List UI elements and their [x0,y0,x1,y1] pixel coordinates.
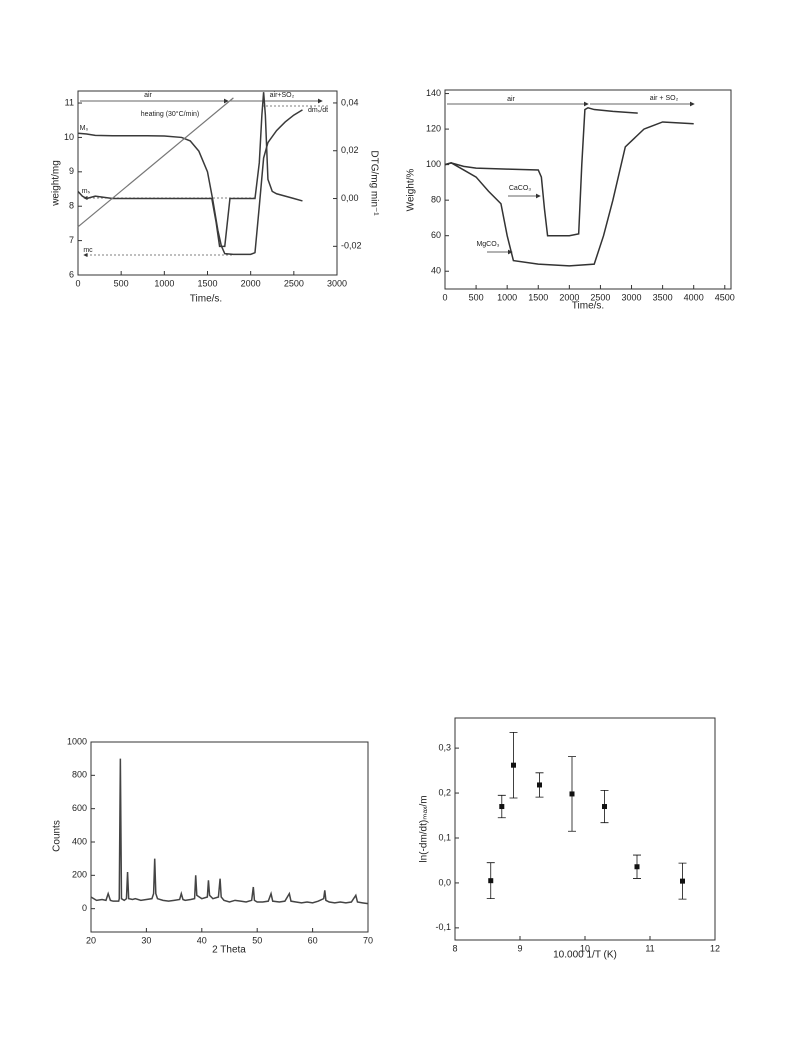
x-tick-label: 8 [452,943,457,953]
x-axis-label: 10.000 1/T (K) [553,950,617,961]
annotation: M₀ [80,125,89,132]
x-tick-label: 10 [580,943,590,953]
data-line [90,758,369,905]
y2-tick-label: -0,02 [341,241,362,251]
y-tick-label: 400 [72,836,87,846]
y2-tick-label: 0,00 [341,193,359,203]
annotation: heating (30°C/min) [141,110,199,118]
annotation: air [507,96,515,103]
y2-tick-label: 0,02 [341,145,359,155]
annotation: dmₛ/dt [308,107,328,114]
data-point [680,878,685,884]
y-tick-label: 800 [72,770,87,780]
data-point [511,762,516,768]
y-tick-label: 60 [431,230,441,240]
data-point [569,791,575,797]
data-point [488,878,494,884]
x-tick-label: 20 [86,935,96,945]
x-tick-label: 2000 [559,292,579,302]
y-tick-label: 600 [72,803,87,813]
y-axis-label: ln(-dm/dt)ₘₐₓ/m [419,795,430,862]
annotation: air + SO₂ [650,95,679,102]
x-tick-label: 4000 [684,292,704,302]
x-tick-label: 1000 [154,278,174,288]
y-tick-label: 0,2 [438,787,451,797]
x-tick-label: 70 [363,935,373,945]
x-tick-label: 0 [442,292,447,302]
plot-frame [444,89,732,290]
x-tick-label: 12 [710,943,720,953]
x-tick-label: 3000 [622,292,642,302]
y-tick-label: 10 [64,132,74,142]
annotation: CaCO₃ [509,185,531,192]
y-tick-label: 80 [431,195,441,205]
y-tick-label: 11 [65,97,74,107]
x-tick-label: 3500 [653,292,673,302]
x-tick-label: 50 [252,935,262,945]
x-tick-label: 3000 [327,278,347,288]
x-tick-label: 2500 [590,292,610,302]
y-tick-label: 8 [69,201,74,211]
y-tick-label: -0,1 [435,922,451,932]
data-line [77,92,303,248]
data-line [444,121,694,267]
y-tick-label: 40 [431,266,441,276]
x-axis-label: 2 Theta [212,945,246,956]
y-tick-label: 1000 [67,736,87,746]
annotation: air+SO₂ [270,92,295,99]
x-tick-label: 40 [197,935,207,945]
x-tick-label: 60 [308,935,318,945]
data-point [634,864,640,870]
data-point [537,782,542,788]
y-tick-label: 9 [69,166,74,176]
x-tick-label: 500 [469,292,484,302]
x-tick-label: 1500 [528,292,548,302]
x-tick-label: 1000 [497,292,517,302]
x-tick-label: 30 [141,935,151,945]
annotation: mc [83,247,93,254]
y-tick-label: 0 [82,903,87,913]
x-tick-label: 9 [517,943,522,953]
x-tick-label: 500 [114,278,129,288]
x-tick-label: 2500 [284,278,304,288]
annotation: MgCO₃ [476,241,499,248]
data-point [499,804,505,810]
data-line [444,106,638,237]
x-tick-label: 4500 [715,292,735,302]
y-tick-label: 7 [69,235,74,245]
annotation: mₛ [82,188,91,195]
y-tick-label: 0,1 [438,832,451,842]
y-axis-label: Weight/% [406,169,417,212]
y-axis-label: weight/mg [51,160,62,207]
x-tick-label: 0 [75,278,80,288]
x-axis-label: Time/s. [190,294,222,305]
y-tick-label: 200 [72,870,87,880]
y-tick-label: 140 [426,88,441,98]
y2-tick-label: 0,04 [341,97,359,107]
y-tick-label: 6 [69,269,74,279]
annotation: air [144,92,152,99]
y-axis-label: Counts [52,820,63,852]
y-tick-label: 100 [426,159,441,169]
y2-axis-label: DTG/mg min⁻¹ [368,150,379,216]
data-point [602,804,607,810]
y-tick-label: 0,3 [438,742,451,752]
plot-frame [90,741,369,933]
y-tick-label: 0,0 [438,877,451,887]
y-tick-label: 120 [426,123,441,133]
x-tick-label: 1500 [197,278,217,288]
data-line [77,97,234,228]
x-tick-label: 11 [645,943,654,953]
x-axis-label: Time/s. [572,301,604,312]
x-tick-label: 2000 [241,278,261,288]
